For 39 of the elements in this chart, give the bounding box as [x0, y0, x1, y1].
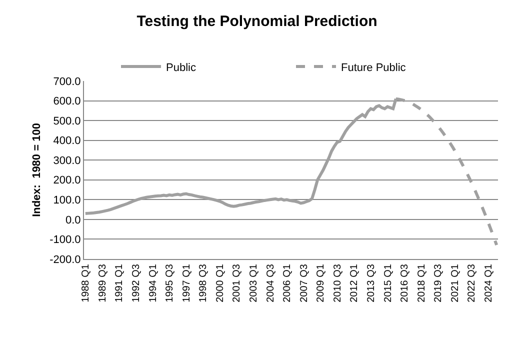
x-tick-label: 2012 Q1	[349, 264, 360, 302]
y-tick-label: 700.0	[53, 76, 81, 88]
x-tick-label: 2001 Q3	[232, 264, 243, 302]
x-tick-label: 2018 Q1	[416, 264, 428, 302]
x-tick-label: 2022 Q3	[466, 264, 478, 302]
x-tick-label: 2016 Q3	[400, 264, 411, 302]
x-tick-label: 2013 Q3	[366, 264, 377, 302]
y-tick-label: 200.0	[53, 174, 81, 187]
x-tick-label: 2003 Q1	[248, 264, 260, 302]
y-tick-label: 0.0	[66, 214, 81, 226]
x-tick-label: 1997 Q1	[181, 264, 192, 302]
x-tick-label: 1989 Q3	[97, 264, 108, 302]
x-tick-label: 2000 Q1	[214, 264, 226, 302]
x-tick-label: 1995 Q3	[164, 264, 176, 302]
y-tick-label: -100.0	[50, 234, 81, 246]
x-tick-label: 2024 Q1	[483, 264, 494, 302]
y-tick-label: 400.0	[53, 135, 81, 148]
chart-title: Testing the Polynomial Prediction	[136, 13, 378, 30]
x-tick-label: 2006 Q1	[282, 264, 294, 302]
x-tick-label: 2007 Q3	[298, 264, 310, 302]
x-tick-label: 1998 Q3	[198, 264, 210, 302]
y-tick-label: 600.0	[53, 96, 81, 108]
legend-label: Future Public	[341, 62, 406, 74]
x-tick-label: 1991 Q1	[114, 264, 126, 302]
y-axis-title: Index: 1980 = 100	[31, 123, 44, 217]
y-tick-label: 500.0	[53, 115, 81, 128]
x-tick-label: 1994 Q1	[148, 264, 159, 302]
y-tick-label: 100.0	[53, 194, 81, 207]
y-tick-label: 300.0	[53, 154, 81, 167]
x-tick-label: 2021 Q1	[450, 264, 461, 302]
x-tick-label: 1992 Q3	[131, 264, 142, 302]
x-tick-label: 2015 Q1	[382, 264, 394, 302]
x-tick-label: 2019 Q3	[433, 264, 444, 302]
x-tick-label: 1988 Q1	[80, 264, 92, 302]
y-tick-label: -200.0	[50, 254, 81, 266]
legend-label: Public	[166, 62, 196, 74]
x-tick-label: 2004 Q3	[265, 264, 276, 302]
x-tick-label: 2009 Q1	[316, 264, 327, 302]
x-tick-label: 2010 Q3	[332, 264, 344, 302]
